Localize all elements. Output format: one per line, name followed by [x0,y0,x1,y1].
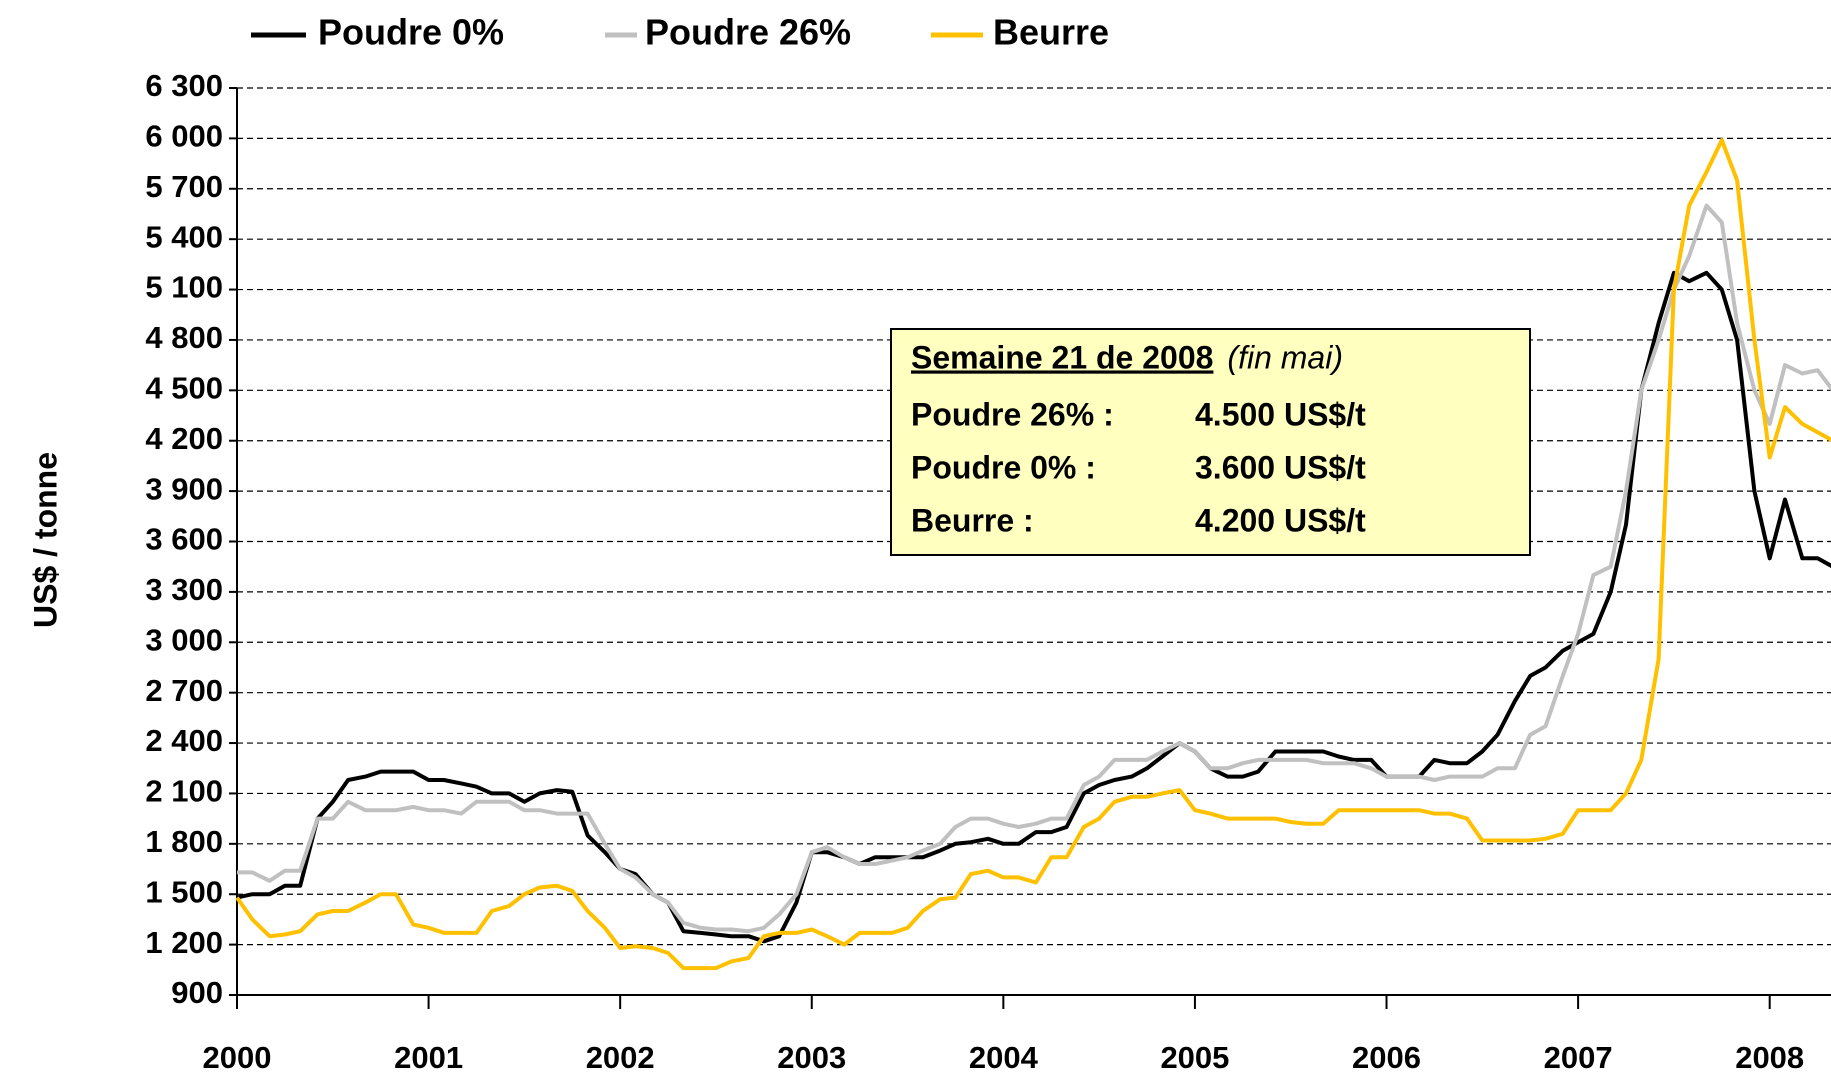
y-tick-label: 5 100 [145,270,223,305]
x-tick-label: 2005 [1160,1040,1229,1075]
y-tick-label: 900 [171,975,223,1010]
x-tick-label: 2003 [777,1040,846,1075]
annotation-subtitle: (fin mai) [1227,339,1343,375]
y-tick-label: 1 200 [145,925,223,960]
y-tick-label: 4 800 [145,320,223,355]
annotation-label: Beurre : [911,502,1034,538]
y-tick-label: 3 000 [145,622,223,657]
x-tick-label: 2004 [969,1040,1039,1075]
x-tick-label: 2007 [1544,1040,1613,1075]
y-tick-label: 1 800 [145,824,223,859]
series-line [235,138,1831,971]
y-tick-label: 1 500 [145,874,223,909]
annotation-label: Poudre 26% : [911,396,1114,432]
legend-label: Poudre 26% [645,12,851,53]
x-tick-label: 2008 [1735,1040,1804,1075]
y-tick-label: 6 300 [145,68,223,103]
legend-label: Beurre [993,12,1109,53]
y-tick-label: 3 300 [145,572,223,607]
y-tick-label: 5 400 [145,219,223,254]
annotation-title: Semaine 21 de 2008 [911,339,1213,375]
x-tick-label: 2002 [586,1040,655,1075]
y-tick-label: 2 700 [145,673,223,708]
annotation-value: 4.200 US$/t [1195,502,1366,538]
y-tick-label: 5 700 [145,169,223,204]
y-tick-label: 6 000 [145,119,223,154]
x-tick-label: 2001 [394,1040,463,1075]
annotation-box [890,328,1531,556]
x-tick-label: 2000 [203,1040,272,1075]
annotation-value: 3.600 US$/t [1195,449,1366,485]
y-tick-label: 3 900 [145,471,223,506]
series-line [237,203,1831,934]
annotation-label: Poudre 0% : [911,449,1096,485]
y-tick-label: 4 200 [145,421,223,456]
y-tick-label: 3 600 [145,522,223,557]
y-axis-title: US$ / tonne [27,452,63,628]
x-tick-label: 2006 [1352,1040,1421,1075]
series-line [236,270,1831,944]
y-tick-label: 2 100 [145,774,223,809]
y-tick-label: 4 500 [145,371,223,406]
y-tick-label: 2 400 [145,723,223,758]
legend-label: Poudre 0% [318,12,504,53]
annotation-value: 4.500 US$/t [1195,396,1366,432]
